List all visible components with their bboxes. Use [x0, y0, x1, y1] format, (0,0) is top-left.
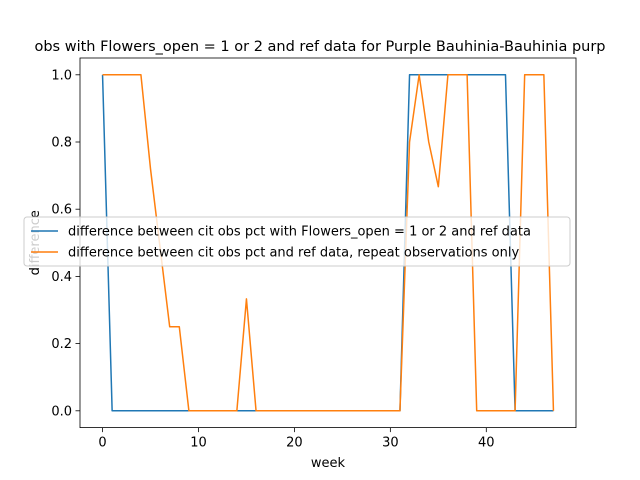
x-tick-label: 10: [190, 436, 207, 451]
y-tick-label: 0.6: [51, 203, 72, 218]
y-tick-label: 0.2: [51, 337, 72, 352]
x-tick-label: 0: [98, 436, 106, 451]
series-line-2: [102, 74, 555, 412]
x-tick-label: 40: [478, 436, 495, 451]
x-tick-label: 30: [382, 436, 399, 451]
legend-box: [23, 216, 571, 267]
x-tick-label: 20: [286, 436, 303, 451]
legend-label-series-2: difference between cit obs pct and ref d…: [68, 246, 519, 261]
y-tick-label: 0.8: [51, 136, 72, 151]
y-tick-label: 1.0: [51, 68, 72, 83]
legend-label-series-1: difference between cit obs pct with Flow…: [68, 225, 531, 240]
x-axis: 0 10 20 30 40: [98, 427, 495, 451]
x-axis-label: week: [311, 456, 346, 471]
chart-title: obs with Flowers_open = 1 or 2 and ref d…: [34, 39, 605, 55]
legend: difference between cit obs pct with Flow…: [23, 216, 571, 267]
y-tick-label: 0.4: [51, 270, 72, 285]
y-tick-label: 0.0: [51, 404, 72, 419]
y-axis: 0.0 0.2 0.4 0.6 0.8 1.0: [51, 68, 80, 419]
series-layer: [101, 74, 555, 412]
